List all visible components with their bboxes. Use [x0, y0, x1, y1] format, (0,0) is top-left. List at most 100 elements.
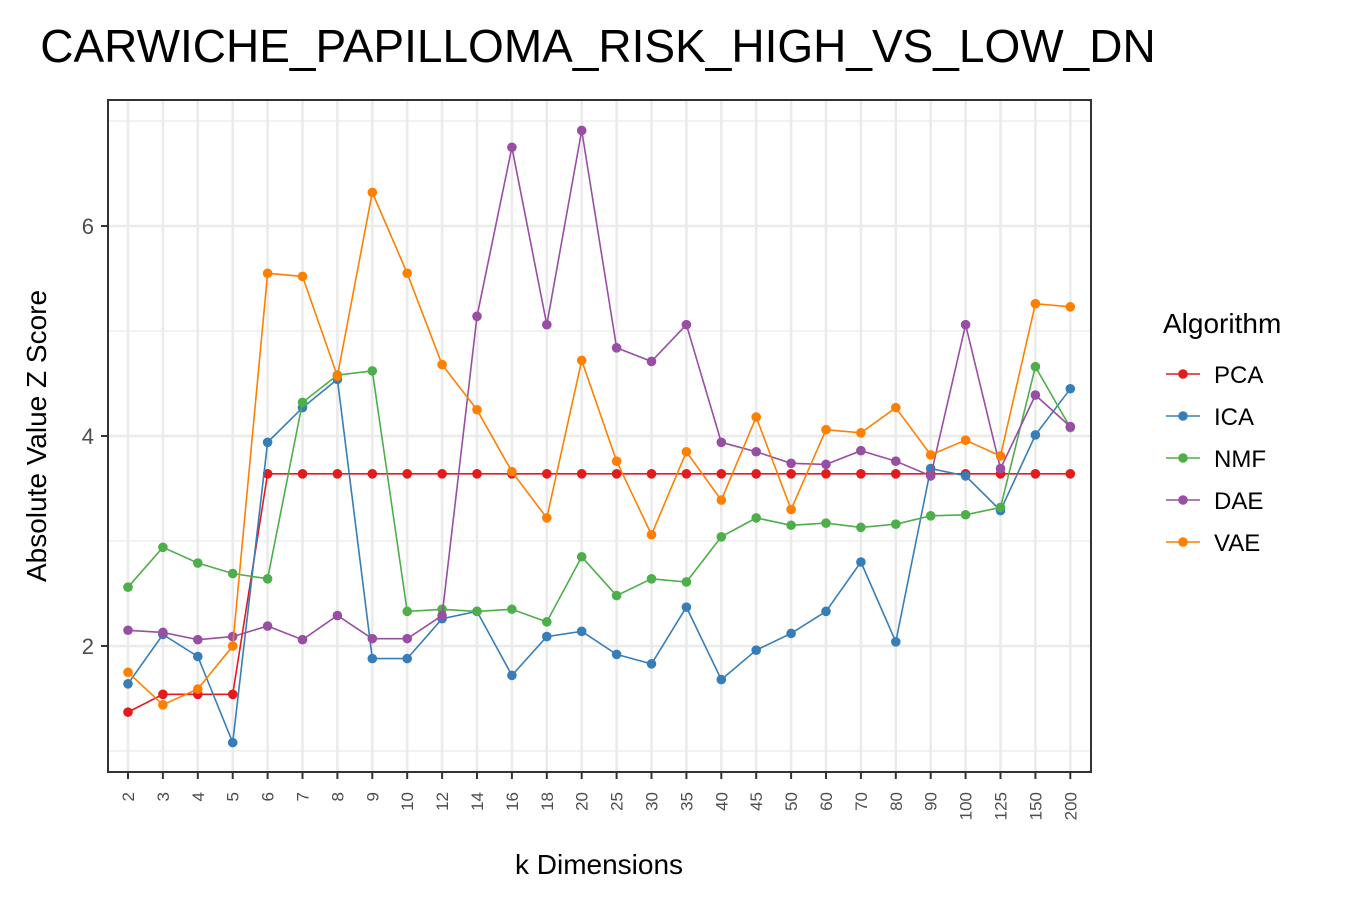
data-point-dae — [995, 463, 1006, 474]
data-point-ica — [751, 645, 761, 655]
data-point-vae — [1065, 302, 1076, 312]
data-point-dae — [856, 445, 866, 456]
x-tick-label: 45 — [747, 792, 766, 811]
plot-series — [123, 125, 1076, 748]
data-point-nmf — [367, 366, 378, 376]
data-point-nmf — [646, 574, 657, 584]
data-point-ica — [542, 631, 552, 642]
series-line-nmf — [127, 364, 1071, 623]
data-point-nmf — [1030, 361, 1041, 372]
x-tick-label: 5 — [224, 792, 243, 801]
data-point-nmf — [472, 606, 482, 617]
x-tick-label: 2 — [119, 792, 138, 801]
data-point-vae — [472, 404, 482, 415]
data-point-pca — [227, 689, 238, 700]
data-point-dae — [158, 627, 168, 638]
data-point-ica — [891, 637, 901, 647]
data-point-nmf — [227, 568, 238, 579]
data-point-vae — [576, 355, 587, 366]
data-point-ica — [262, 437, 273, 448]
data-point-pca — [367, 469, 378, 479]
data-point-pca — [891, 469, 901, 479]
data-point-vae — [751, 412, 761, 422]
data-point-vae — [158, 700, 168, 710]
data-point-pca — [1030, 469, 1041, 479]
x-tick-label: 40 — [712, 792, 731, 811]
x-tick-label: 80 — [887, 792, 906, 811]
series-line-dae — [127, 130, 1071, 641]
data-point-vae — [611, 456, 622, 467]
data-point-vae — [367, 187, 378, 198]
data-point-nmf — [821, 518, 831, 528]
x-tick-label: 50 — [782, 792, 801, 811]
data-point-dae — [646, 356, 657, 367]
data-point-ica — [716, 674, 727, 685]
series-vae — [123, 187, 1076, 710]
data-point-dae — [332, 610, 343, 621]
series-nmf — [123, 361, 1076, 627]
x-tick-label: 200 — [1061, 792, 1080, 820]
data-point-nmf — [681, 577, 692, 587]
data-point-ica — [960, 471, 971, 481]
x-tick-label: 70 — [852, 792, 871, 811]
legend-item-nmf: NMF — [1166, 446, 1266, 473]
data-point-ica — [821, 606, 831, 617]
x-tick-label: 60 — [817, 792, 836, 811]
x-tick-label: 8 — [328, 792, 347, 801]
legend-label: NMF — [1214, 446, 1266, 473]
x-tick-label: 14 — [468, 792, 487, 811]
data-point-ica — [1065, 383, 1076, 394]
series-dae — [123, 125, 1076, 645]
legend-key-point — [1178, 369, 1188, 379]
data-point-pca — [158, 689, 168, 700]
data-point-nmf — [786, 520, 796, 531]
data-point-ica — [402, 653, 413, 664]
data-point-vae — [437, 359, 447, 370]
data-point-vae — [925, 450, 936, 460]
data-point-dae — [437, 610, 447, 621]
data-point-dae — [611, 343, 622, 353]
data-point-dae — [123, 625, 133, 636]
data-point-ica — [611, 649, 622, 660]
data-point-pca — [681, 469, 692, 479]
x-tick-label: 25 — [608, 792, 627, 811]
x-tick-label: 30 — [643, 792, 662, 811]
data-point-nmf — [960, 509, 971, 520]
data-point-dae — [821, 459, 831, 470]
data-point-nmf — [193, 558, 203, 568]
data-point-pca — [611, 469, 622, 479]
data-point-dae — [472, 311, 482, 322]
x-tick-label: 100 — [957, 792, 976, 820]
data-point-dae — [1065, 421, 1076, 432]
data-point-dae — [716, 437, 727, 448]
data-point-pca — [786, 469, 796, 479]
data-point-pca — [821, 469, 831, 479]
data-point-ica — [681, 602, 692, 612]
data-point-ica — [1030, 430, 1041, 440]
series-line-ica — [127, 377, 1071, 743]
data-point-nmf — [925, 511, 936, 521]
data-point-pca — [332, 469, 343, 479]
data-point-nmf — [542, 617, 552, 627]
grid — [108, 100, 1091, 772]
x-tick-label: 35 — [677, 792, 696, 811]
data-point-dae — [402, 633, 413, 644]
data-point-pca — [402, 469, 413, 479]
data-point-pca — [437, 469, 447, 479]
data-point-dae — [1030, 390, 1041, 400]
chart-title: CARWICHE_PAPILLOMA_RISK_HIGH_VS_LOW_DN — [40, 20, 1155, 72]
data-point-ica — [227, 737, 238, 748]
data-point-ica — [507, 670, 517, 681]
data-point-ica — [576, 626, 587, 637]
x-tick-label: 3 — [154, 792, 173, 801]
data-point-vae — [542, 513, 552, 523]
legend-label: PCA — [1214, 362, 1263, 389]
data-point-pca — [751, 469, 761, 479]
data-point-nmf — [856, 522, 866, 533]
y-axis-title: Absolute Value Z Score — [21, 290, 52, 582]
data-point-pca — [297, 469, 308, 479]
data-point-nmf — [611, 590, 622, 601]
legend-key-point — [1178, 537, 1188, 547]
data-point-vae — [507, 466, 517, 477]
